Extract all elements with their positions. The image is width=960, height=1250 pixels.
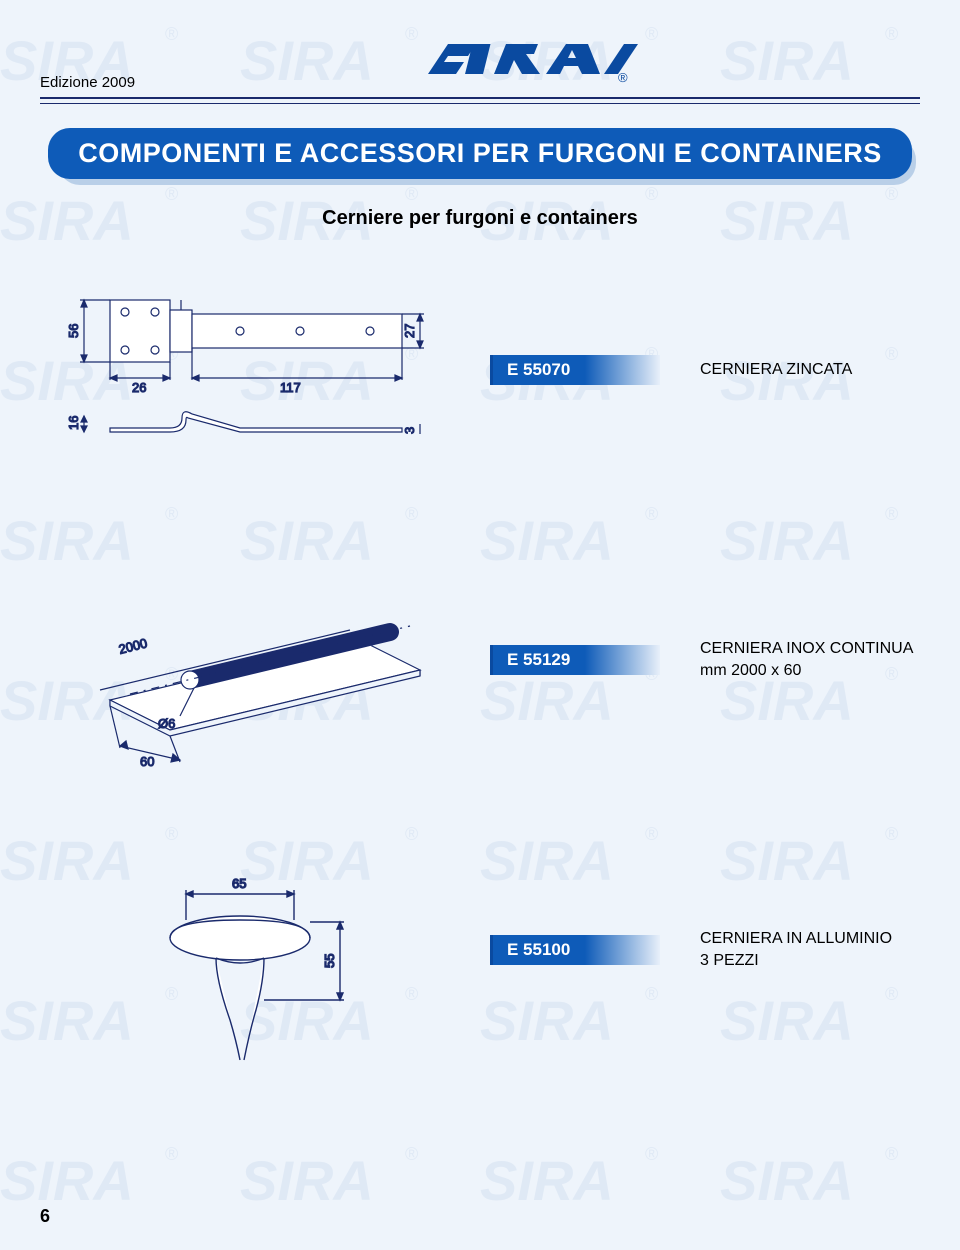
dim-55: 55 [322,954,337,968]
page-number: 6 [40,1206,50,1227]
svg-text:®: ® [618,70,628,85]
dim-3: 3 [402,427,417,434]
product-code: E 55129 [490,645,660,675]
product-code: E 55070 [490,355,660,385]
dim-27: 27 [402,324,417,338]
edition-label: Edizione 2009 [40,74,135,91]
product-row: 65 55 E 55100 CERNIERA IN ALLUMINIO 3 PE… [40,860,920,1040]
product-drawing: 56 27 26 117 [40,280,470,460]
product-desc: CERNIERA IN ALLUMINIO 3 PEZZI [700,928,892,971]
product-desc: CERNIERA ZINCATA [700,359,852,381]
product-drawing: 2000 Ø6 60 [40,570,470,750]
dim-65: 65 [232,876,246,891]
dim-2000: 2000 [117,635,149,657]
section-title: COMPONENTI E ACCESSORI PER FURGONI E CON… [48,128,912,179]
product-drawing: 65 55 [40,860,470,1040]
product-desc: CERNIERA INOX CONTINUA mm 2000 x 60 [700,638,913,681]
section-title-bar: COMPONENTI E ACCESSORI PER FURGONI E CON… [48,128,912,179]
logo-wrap: ® [135,30,920,91]
dim-16: 16 [66,416,81,430]
product-code: E 55100 [490,935,660,965]
header-rule [40,103,920,104]
dim-o6: Ø6 [158,716,175,731]
product-row: 2000 Ø6 60 E 55129 CERNIERA INOX CONTINU… [40,570,920,750]
brand-logo: ® [418,30,638,91]
dim-26: 26 [132,380,146,395]
section-subtitle: Cerniere per furgoni e containers [40,207,920,230]
page-header: Edizione 2009 ® [40,30,920,99]
dim-117: 117 [280,380,301,395]
dim-60: 60 [140,754,154,769]
dim-56: 56 [66,324,81,338]
product-row: 56 27 26 117 [40,280,920,460]
